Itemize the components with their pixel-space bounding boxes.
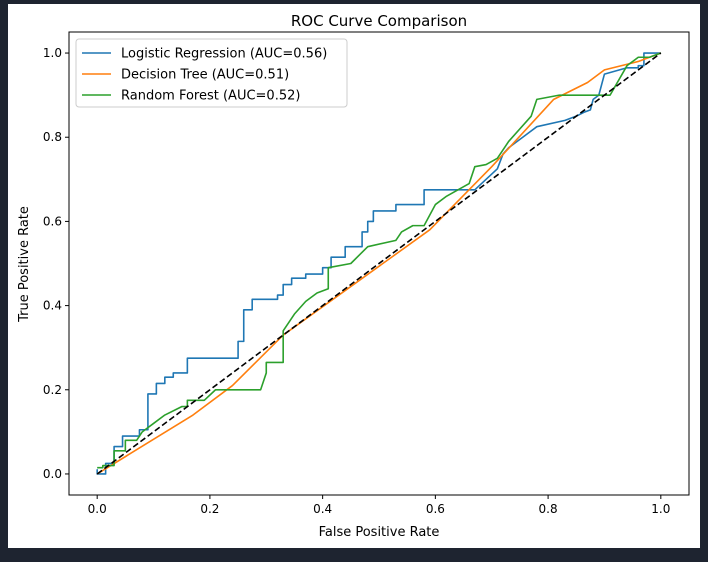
roc-chart: ROC Curve Comparison 0.0 0.2 0.4 0.6 0.8 1.00… xyxy=(8,4,700,548)
x-tick-label: 0.8 xyxy=(539,502,558,516)
y-tick-label: 0.4 xyxy=(43,299,62,313)
series-line-1 xyxy=(96,52,661,475)
x-tick-label: 0.6 xyxy=(426,502,445,516)
plot-area xyxy=(96,52,662,475)
y-axis-label: True Positive Rate xyxy=(17,206,32,323)
y-tick-label: 0.6 xyxy=(43,214,62,228)
x-tick-label: 0.2 xyxy=(200,502,219,516)
figure-window: ROC Curve Comparison 0.0 0.2 0.4 0.6 0.8 1.0 0… xyxy=(8,4,700,548)
legend-label-1: Logistic Regression (AUC=0.56) xyxy=(121,47,327,62)
legend: Logistic Regression (AUC=0.56) Decision T… xyxy=(75,38,348,108)
series-line-3 xyxy=(97,52,662,469)
legend-label-2: Decision Tree (AUC=0.51) xyxy=(121,68,289,83)
axis-ticks: 0.0 0.2 0.4 0.6 0.8 1.0 0.0 0.2 0.4 0.6 0.8 1.0 xyxy=(43,46,670,516)
y-tick-label: 1.0 xyxy=(43,46,62,60)
legend-box xyxy=(75,38,348,108)
reference-diagonal-line xyxy=(96,52,662,475)
x-axis-label: False Positive Rate xyxy=(319,525,440,540)
axes-frame xyxy=(68,31,690,496)
series-line-2 xyxy=(96,52,662,475)
y-tick-label: 0.0 xyxy=(43,467,62,481)
y-tick-label: 0.8 xyxy=(43,130,62,144)
legend-label-3: Random Forest (AUC=0.52) xyxy=(121,89,300,104)
y-tick-label: 0.2 xyxy=(43,383,62,397)
x-tick-label: 1.0 xyxy=(651,502,670,516)
x-tick-label: 0.4 xyxy=(313,502,332,516)
chart-title: ROC Curve Comparison xyxy=(291,12,467,30)
x-tick-label: 0.0 xyxy=(88,502,107,516)
